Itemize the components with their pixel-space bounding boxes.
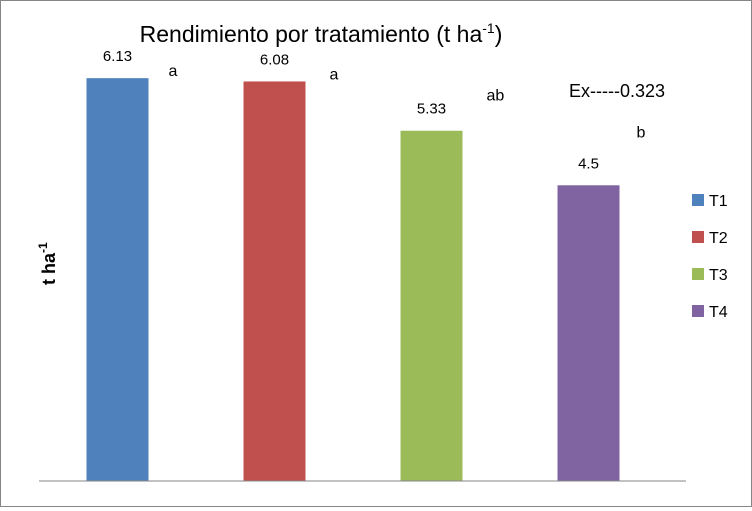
- value-label-t3: 5.33: [417, 101, 446, 118]
- bar-t3: [400, 130, 463, 481]
- legend-label-t2: T2: [709, 230, 728, 247]
- chart-title-main: Rendimiento por tratamiento (t ha: [140, 21, 483, 47]
- legend-swatch-t3: [692, 268, 704, 280]
- chart-title: Rendimiento por tratamiento (t ha-1): [140, 20, 503, 47]
- chart-title-end: ): [495, 21, 503, 47]
- significance-label-t3: ab: [487, 88, 505, 105]
- y-axis-label-superscript: -1: [36, 242, 50, 253]
- value-labels-group: 6.13 6.08 5.33 4.5: [103, 48, 599, 172]
- significance-labels-group: a a ab b: [169, 63, 646, 141]
- bars-group: [86, 78, 620, 482]
- significance-label-t4: b: [637, 124, 646, 141]
- bar-t4: [557, 185, 620, 482]
- legend: T1 T2 T3 T4: [692, 193, 728, 321]
- annotation-ex: Ex-----0.323: [569, 81, 665, 101]
- legend-swatch-t1: [692, 194, 704, 206]
- bar-t2: [243, 81, 306, 481]
- bar-t1: [86, 78, 149, 482]
- value-label-t1: 6.13: [103, 48, 132, 65]
- y-axis-label: t ha-1: [36, 242, 59, 285]
- chart-title-superscript: -1: [482, 20, 495, 36]
- legend-swatch-t4: [692, 305, 704, 317]
- legend-swatch-t2: [692, 231, 704, 243]
- legend-label-t1: T1: [709, 193, 728, 210]
- value-label-t2: 6.08: [260, 51, 289, 68]
- legend-label-t3: T3: [709, 267, 728, 284]
- value-label-t4: 4.5: [578, 155, 599, 172]
- significance-label-t1: a: [169, 63, 178, 80]
- significance-label-t2: a: [330, 66, 339, 83]
- y-axis-label-main: t ha: [39, 252, 59, 285]
- legend-label-t4: T4: [709, 304, 728, 321]
